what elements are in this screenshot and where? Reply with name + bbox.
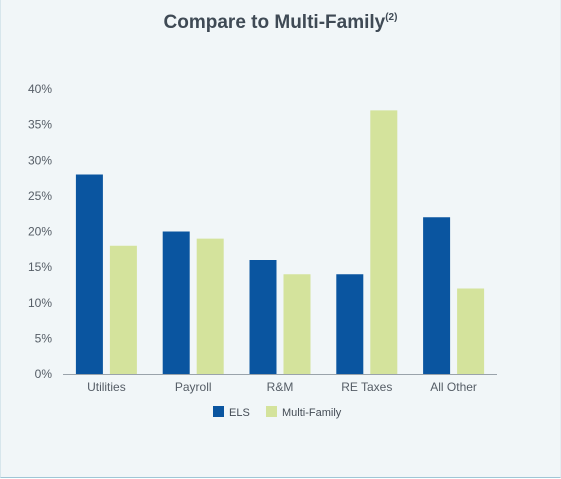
bar-multi-family-r-m: [283, 274, 311, 374]
bars: [75, 110, 485, 374]
x-tick-label: RE Taxes: [341, 380, 392, 394]
y-tick-label: 15%: [28, 260, 52, 274]
chart-title: Compare to Multi-Family(2): [0, 12, 561, 34]
chart-title-footnote: (2): [385, 12, 398, 23]
y-tick-label: 30%: [28, 153, 52, 167]
legend-label: Multi-Family: [282, 407, 342, 419]
x-axis: Utilities Payroll R&M RE Taxes All Other: [63, 374, 497, 394]
x-tick-label: Payroll: [175, 380, 212, 394]
legend-swatch: [213, 406, 224, 417]
legend-label: ELS: [229, 407, 250, 419]
bar-multi-family-payroll: [196, 238, 224, 374]
legend-swatch: [266, 406, 277, 417]
y-tick-label: 20%: [28, 225, 52, 239]
y-tick-label: 35%: [28, 118, 52, 132]
legend: ELS Multi-Family: [213, 406, 342, 419]
x-tick-label: R&M: [267, 380, 294, 394]
y-tick-label: 5%: [35, 331, 53, 345]
y-tick-label: 40%: [28, 82, 52, 96]
bar-els-all-other: [423, 217, 451, 374]
bar-els-payroll: [162, 231, 190, 374]
y-axis: 0% 5% 10% 15% 20% 25% 30% 35% 40%: [28, 82, 52, 381]
chart-title-text: Compare to Multi-Family: [163, 12, 386, 33]
bar-els-r-m: [249, 260, 277, 374]
bar-els-utilities: [75, 174, 103, 374]
y-tick-label: 0%: [35, 367, 53, 381]
bar-multi-family-utilities: [109, 245, 137, 374]
x-tick-label: All Other: [430, 380, 477, 394]
bar-els-re-taxes: [336, 274, 364, 374]
bar-multi-family-re-taxes: [370, 110, 398, 374]
x-tick-label: Utilities: [87, 380, 126, 394]
y-tick-label: 25%: [28, 189, 52, 203]
y-tick-label: 10%: [28, 296, 52, 310]
bar-multi-family-all-other: [457, 288, 485, 374]
